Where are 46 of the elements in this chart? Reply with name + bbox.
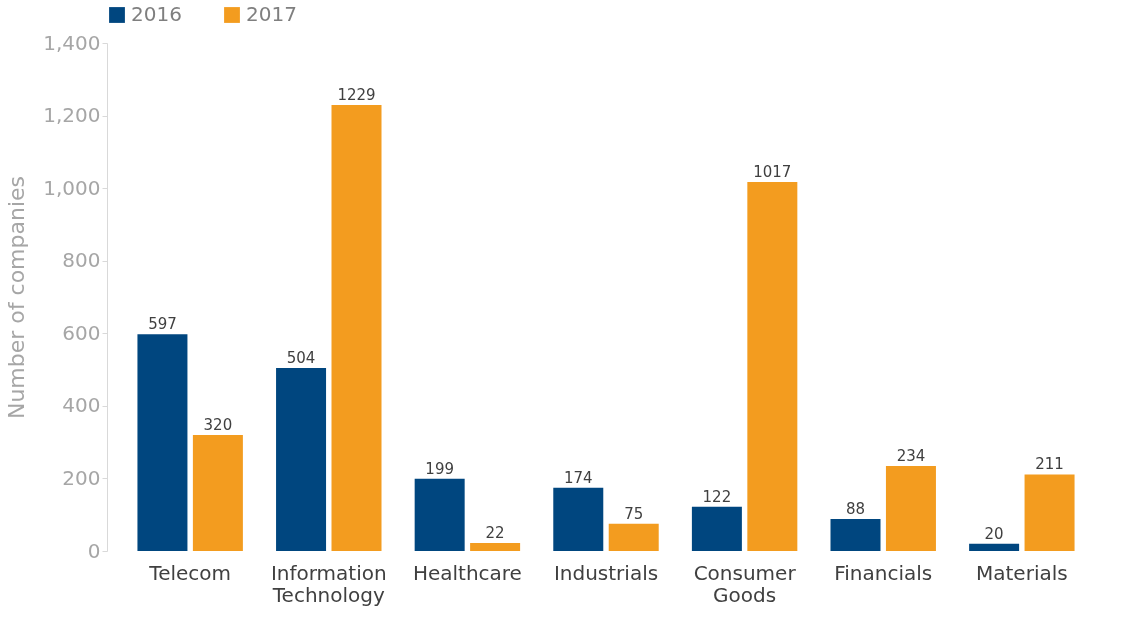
y-axis-title: Number of companies — [4, 175, 30, 420]
bar — [830, 519, 881, 551]
data-label: 211 — [1035, 455, 1064, 474]
y-tick-label: 1,200 — [43, 103, 101, 128]
data-label: 1017 — [753, 162, 792, 181]
data-label: 122 — [702, 487, 732, 506]
data-label: 1229 — [337, 86, 376, 105]
legend-label: 2017 — [246, 2, 297, 26]
data-label: 22 — [485, 524, 505, 543]
x-tick-label: Industrials — [553, 560, 659, 585]
data-label: 174 — [563, 468, 593, 487]
bar — [691, 506, 742, 551]
data-label: 234 — [896, 447, 926, 466]
bar — [137, 334, 188, 551]
x-tick-label: Financials — [834, 560, 933, 585]
bar — [276, 368, 327, 551]
bar — [553, 487, 604, 551]
x-tick-label: Telecom — [148, 560, 232, 585]
data-label: 88 — [845, 500, 866, 519]
bar — [331, 105, 382, 551]
bar — [414, 478, 465, 551]
bar — [192, 434, 243, 551]
bar — [885, 466, 936, 551]
bar — [470, 543, 521, 551]
bar — [1024, 474, 1075, 551]
data-label: 597 — [148, 315, 177, 334]
data-label: 320 — [203, 415, 233, 434]
bar — [747, 181, 798, 551]
x-tick-label: Materials — [976, 560, 1068, 585]
y-tick-label: 800 — [62, 248, 101, 273]
y-tick-label: 1,000 — [43, 175, 101, 200]
x-tick-label: Consumer Goods — [693, 560, 797, 607]
bar — [608, 523, 659, 551]
y-tick-label: 400 — [62, 393, 101, 418]
y-tick-label: 600 — [62, 320, 101, 345]
data-label: 75 — [624, 504, 644, 523]
x-tick-label: Healthcare — [412, 560, 522, 585]
y-tick-label: 200 — [62, 465, 101, 490]
legend-label: 2016 — [131, 2, 182, 26]
data-label: 20 — [984, 524, 1004, 543]
bar — [969, 543, 1020, 551]
y-tick-label: 0 — [87, 538, 101, 563]
y-tick-label: 1,400 — [43, 30, 101, 55]
x-tick-label: Information Technology — [270, 560, 387, 607]
data-label: 199 — [425, 459, 454, 478]
data-label: 504 — [286, 349, 316, 368]
